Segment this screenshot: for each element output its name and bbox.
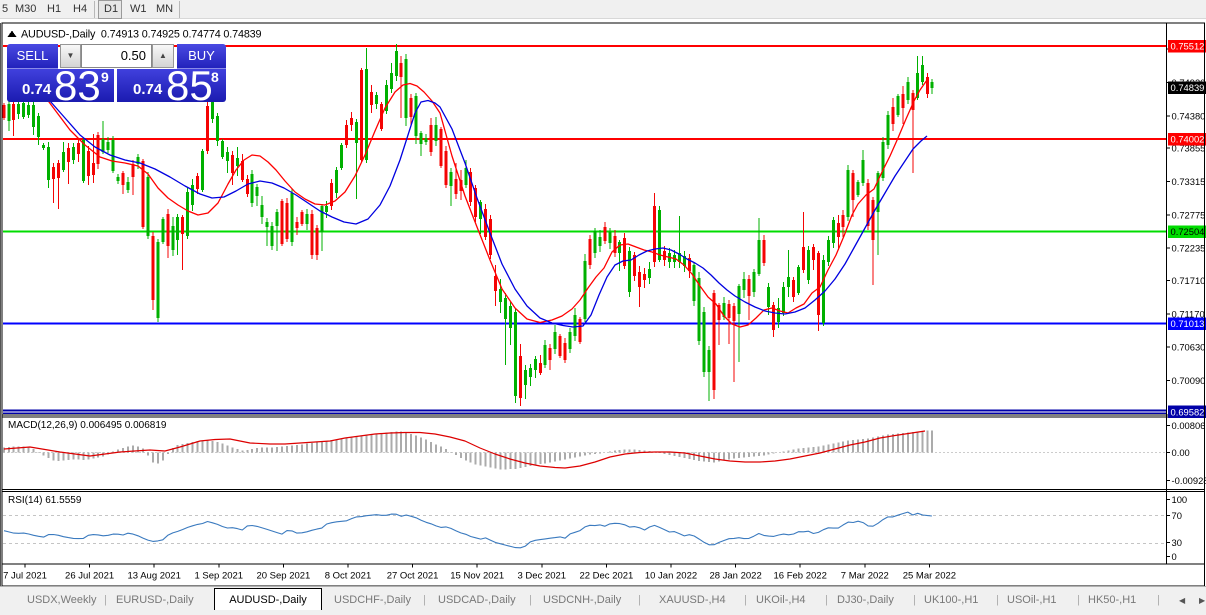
svg-text:0.75512: 0.75512 <box>1171 41 1205 52</box>
svg-text:16 Feb 2022: 16 Feb 2022 <box>774 571 827 582</box>
svg-text:AUDUSD-,Daily 0.74913 0.74925: AUDUSD-,Daily 0.74913 0.74925 0.74774 0.… <box>21 29 262 41</box>
svg-text:0: 0 <box>1172 551 1177 562</box>
svg-text:100: 100 <box>1172 494 1188 505</box>
svg-text:3 Dec 2021: 3 Dec 2021 <box>518 571 567 582</box>
svg-text:0.74839: 0.74839 <box>1171 82 1205 93</box>
svg-text:0.73315: 0.73315 <box>1172 176 1206 187</box>
svg-text:30: 30 <box>1172 537 1182 548</box>
svg-text:22 Dec 2021: 22 Dec 2021 <box>579 571 633 582</box>
svg-text:26 Jul 2021: 26 Jul 2021 <box>65 571 114 582</box>
svg-text:0.008061: 0.008061 <box>1172 420 1206 431</box>
svg-text:0.70090: 0.70090 <box>1172 375 1206 386</box>
svg-text:0.70630: 0.70630 <box>1172 342 1206 353</box>
svg-text:0.74002: 0.74002 <box>1171 134 1205 145</box>
svg-text:8 Oct 2021: 8 Oct 2021 <box>325 571 371 582</box>
svg-text:27 Oct 2021: 27 Oct 2021 <box>387 571 439 582</box>
svg-text:0.72775: 0.72775 <box>1172 209 1206 220</box>
svg-text:7 Jul 2021: 7 Jul 2021 <box>3 571 47 582</box>
svg-text:0.00: 0.00 <box>1172 447 1190 458</box>
svg-text:0.71013: 0.71013 <box>1171 318 1205 329</box>
svg-text:0.72504: 0.72504 <box>1171 226 1205 237</box>
svg-text:10 Jan 2022: 10 Jan 2022 <box>645 571 697 582</box>
svg-text:-0.00928: -0.00928 <box>1172 475 1206 486</box>
svg-text:0.74380: 0.74380 <box>1172 110 1206 121</box>
svg-text:RSI(14) 61.5559: RSI(14) 61.5559 <box>8 495 82 506</box>
svg-text:15 Nov 2021: 15 Nov 2021 <box>450 571 504 582</box>
svg-text:0.71710: 0.71710 <box>1172 275 1206 286</box>
svg-text:20 Sep 2021: 20 Sep 2021 <box>256 571 310 582</box>
svg-text:13 Aug 2021: 13 Aug 2021 <box>128 571 181 582</box>
svg-text:7 Mar 2022: 7 Mar 2022 <box>841 571 889 582</box>
svg-text:0.72235: 0.72235 <box>1172 243 1206 254</box>
svg-text:0.73855: 0.73855 <box>1172 143 1206 154</box>
svg-text:MACD(12,26,9) 0.006495 0.00681: MACD(12,26,9) 0.006495 0.006819 <box>8 420 167 431</box>
svg-text:28 Jan 2022: 28 Jan 2022 <box>709 571 761 582</box>
svg-text:0.71170: 0.71170 <box>1172 308 1205 319</box>
svg-text:0.69582: 0.69582 <box>1171 406 1205 417</box>
svg-text:1 Sep 2021: 1 Sep 2021 <box>194 571 243 582</box>
svg-text:70: 70 <box>1172 510 1182 521</box>
svg-text:25 Mar 2022: 25 Mar 2022 <box>903 571 956 582</box>
